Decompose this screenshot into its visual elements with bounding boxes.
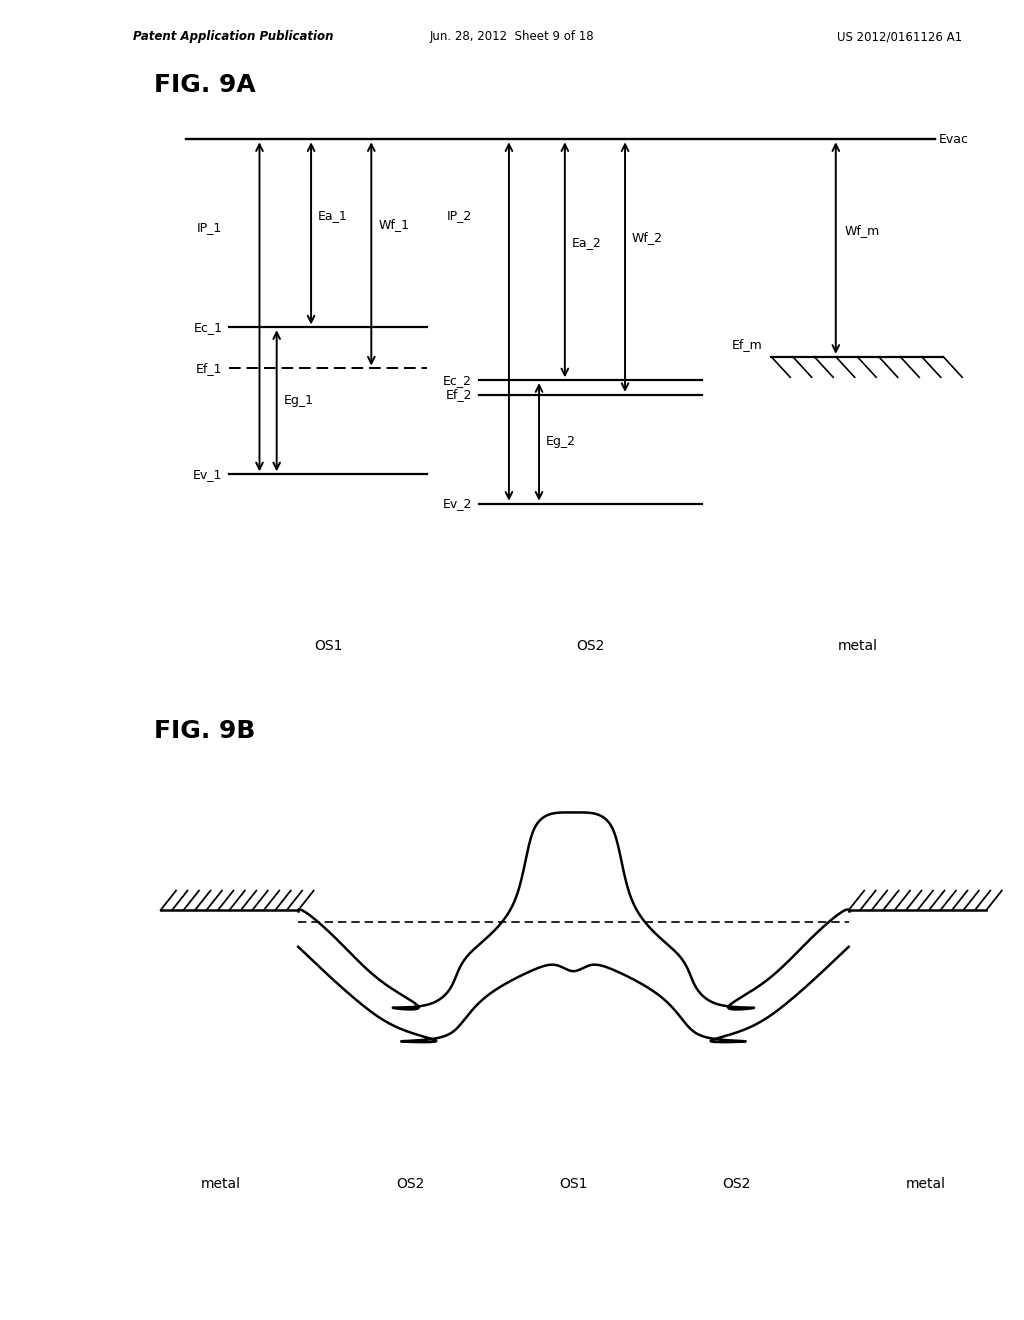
Text: IP_2: IP_2 xyxy=(446,210,472,222)
Text: Eg_2: Eg_2 xyxy=(546,436,575,449)
Text: metal: metal xyxy=(838,639,878,653)
Text: Ef_m: Ef_m xyxy=(732,338,763,351)
Text: Wf_2: Wf_2 xyxy=(632,231,663,244)
Text: OS2: OS2 xyxy=(577,639,605,653)
Text: IP_1: IP_1 xyxy=(198,220,222,234)
Text: Ev_2: Ev_2 xyxy=(442,498,472,510)
Text: metal: metal xyxy=(906,1177,946,1191)
Text: Wf_m: Wf_m xyxy=(845,224,880,236)
Text: Ec_1: Ec_1 xyxy=(194,321,222,334)
Text: Ec_2: Ec_2 xyxy=(443,374,472,387)
Text: Ev_1: Ev_1 xyxy=(194,467,222,480)
Text: OS1: OS1 xyxy=(314,639,343,653)
Text: FIG. 9A: FIG. 9A xyxy=(154,73,255,96)
Text: FIG. 9B: FIG. 9B xyxy=(154,719,255,743)
Text: Jun. 28, 2012  Sheet 9 of 18: Jun. 28, 2012 Sheet 9 of 18 xyxy=(430,30,594,44)
Text: Eg_1: Eg_1 xyxy=(284,395,313,408)
Text: OS1: OS1 xyxy=(559,1177,588,1191)
Text: US 2012/0161126 A1: US 2012/0161126 A1 xyxy=(838,30,963,44)
Text: Wf_1: Wf_1 xyxy=(378,218,410,231)
Text: OS2: OS2 xyxy=(396,1177,424,1191)
Text: Ea_2: Ea_2 xyxy=(571,236,601,248)
Text: metal: metal xyxy=(201,1177,241,1191)
Text: Ef_2: Ef_2 xyxy=(445,388,472,401)
Text: Ea_1: Ea_1 xyxy=(318,210,348,222)
Text: Ef_1: Ef_1 xyxy=(196,362,222,375)
Text: Patent Application Publication: Patent Application Publication xyxy=(133,30,334,44)
Text: Evac: Evac xyxy=(939,133,969,147)
Text: OS2: OS2 xyxy=(723,1177,751,1191)
